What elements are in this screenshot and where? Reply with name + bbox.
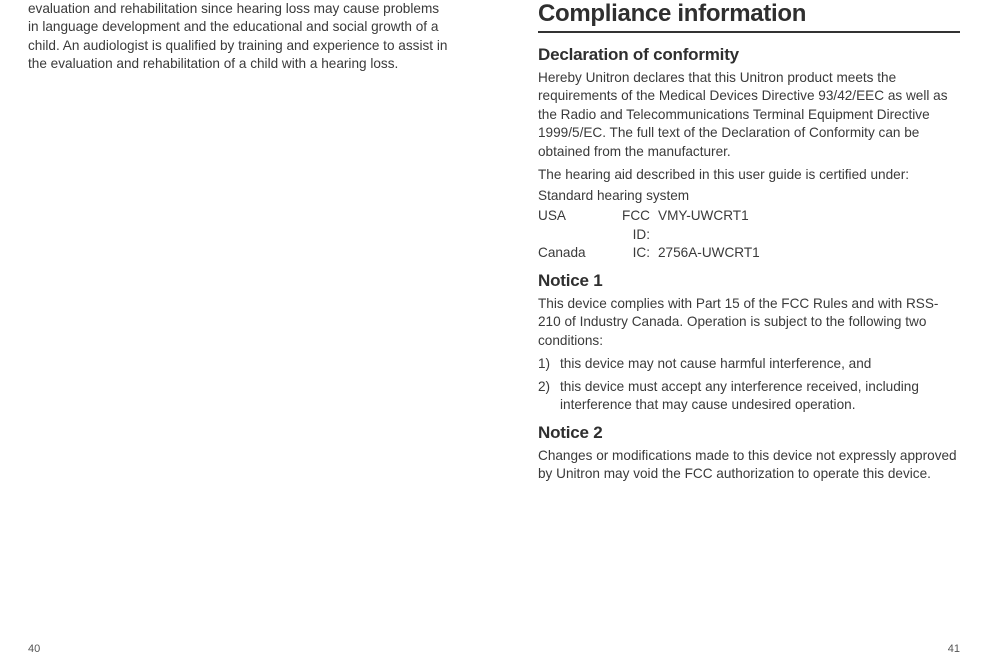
page-right: Compliance information Declaration of co… (494, 0, 988, 663)
notice-1-paragraph: This device complies with Part 15 of the… (538, 295, 960, 350)
list-marker: 1) (538, 355, 550, 373)
declaration-paragraph-2: The hearing aid described in this user g… (538, 166, 960, 184)
heading-notice-1: Notice 1 (538, 271, 960, 291)
cert-label: IC: (606, 244, 658, 262)
list-marker: 2) (538, 378, 550, 396)
cert-value: 2756A-UWCRT1 (658, 244, 960, 262)
section-notice-1: Notice 1 This device complies with Part … (538, 271, 960, 415)
list-item: 2) this device must accept any interfere… (538, 378, 960, 415)
notice-1-list: 1) this device may not cause harmful int… (538, 355, 960, 414)
cert-country: USA (538, 207, 606, 244)
certification-table: USA FCC ID: VMY-UWCRT1 Canada IC: 2756A-… (538, 207, 960, 262)
cert-country: Canada (538, 244, 606, 262)
left-body-paragraph: evaluation and rehabilitation since hear… (28, 0, 450, 74)
list-text: this device may not cause harmful interf… (560, 356, 871, 371)
cert-label: FCC ID: (606, 207, 658, 244)
section-notice-2: Notice 2 Changes or modifications made t… (538, 423, 960, 484)
heading-notice-2: Notice 2 (538, 423, 960, 443)
list-text: this device must accept any interference… (560, 379, 919, 412)
list-item: 1) this device may not cause harmful int… (538, 355, 960, 373)
section-declaration: Declaration of conformity Hereby Unitron… (538, 45, 960, 263)
heading-declaration: Declaration of conformity (538, 45, 960, 65)
notice-2-paragraph: Changes or modifications made to this de… (538, 447, 960, 484)
table-row: USA FCC ID: VMY-UWCRT1 (538, 207, 960, 244)
table-row: Canada IC: 2756A-UWCRT1 (538, 244, 960, 262)
heading-compliance: Compliance information (538, 0, 960, 33)
declaration-paragraph-1: Hereby Unitron declares that this Unitro… (538, 69, 960, 161)
page-number-left: 40 (28, 643, 40, 655)
declaration-paragraph-3: Standard hearing system (538, 187, 960, 205)
page-number-right: 41 (948, 643, 960, 655)
cert-value: VMY-UWCRT1 (658, 207, 960, 244)
page-left: evaluation and rehabilitation since hear… (0, 0, 494, 663)
